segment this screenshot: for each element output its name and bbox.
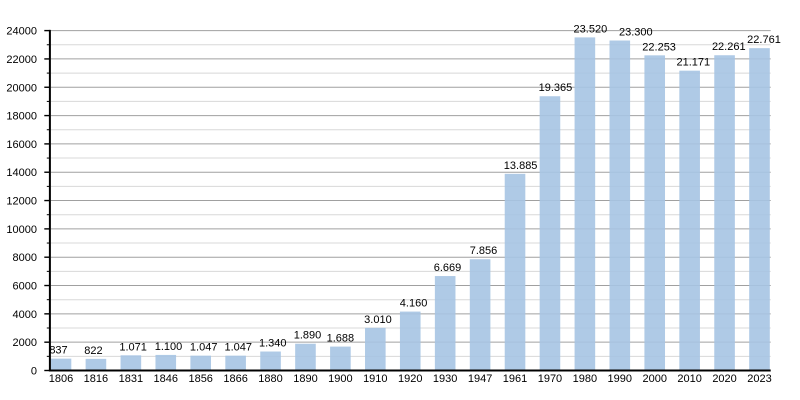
svg-text:6000: 6000	[13, 281, 37, 293]
svg-text:22.261: 22.261	[712, 41, 746, 53]
svg-text:1880: 1880	[258, 373, 282, 385]
svg-text:1.688: 1.688	[327, 333, 355, 345]
svg-text:21.171: 21.171	[677, 57, 711, 69]
svg-text:1.890: 1.890	[294, 330, 322, 342]
svg-text:3.010: 3.010	[364, 314, 392, 326]
svg-text:18000: 18000	[6, 111, 37, 123]
svg-text:1910: 1910	[363, 373, 387, 385]
svg-text:23.520: 23.520	[574, 23, 608, 35]
svg-text:1890: 1890	[293, 373, 317, 385]
svg-text:1961: 1961	[503, 373, 527, 385]
svg-text:2023: 2023	[747, 373, 771, 385]
svg-text:837: 837	[49, 345, 67, 357]
svg-text:2010: 2010	[677, 373, 701, 385]
svg-text:4.160: 4.160	[400, 298, 428, 310]
svg-text:1846: 1846	[154, 373, 178, 385]
svg-text:1806: 1806	[49, 373, 73, 385]
svg-text:22000: 22000	[6, 54, 37, 66]
svg-text:1970: 1970	[538, 373, 562, 385]
svg-text:19.365: 19.365	[539, 82, 573, 94]
svg-text:14000: 14000	[6, 167, 37, 179]
svg-text:1.340: 1.340	[259, 338, 287, 350]
svg-text:1990: 1990	[608, 373, 632, 385]
svg-text:2000: 2000	[642, 373, 666, 385]
svg-text:2020: 2020	[712, 373, 736, 385]
svg-text:1816: 1816	[84, 373, 108, 385]
svg-text:13.885: 13.885	[504, 160, 538, 172]
svg-text:1.100: 1.100	[155, 341, 183, 353]
svg-text:4000: 4000	[13, 309, 37, 321]
svg-text:1900: 1900	[328, 373, 352, 385]
svg-text:1.047: 1.047	[190, 342, 218, 354]
svg-text:22.761: 22.761	[747, 34, 781, 46]
svg-text:1.071: 1.071	[119, 341, 147, 353]
svg-text:1947: 1947	[468, 373, 492, 385]
svg-text:1866: 1866	[223, 373, 247, 385]
svg-text:12000: 12000	[6, 196, 37, 208]
svg-text:7.856: 7.856	[470, 245, 498, 257]
svg-text:6.669: 6.669	[434, 262, 462, 274]
svg-text:8000: 8000	[13, 252, 37, 264]
svg-text:20000: 20000	[6, 82, 37, 94]
svg-text:10000: 10000	[6, 224, 37, 236]
svg-text:1831: 1831	[119, 373, 143, 385]
svg-text:1856: 1856	[188, 373, 212, 385]
svg-text:0: 0	[31, 366, 37, 378]
svg-text:1920: 1920	[398, 373, 422, 385]
svg-text:1930: 1930	[433, 373, 457, 385]
svg-text:2000: 2000	[13, 337, 37, 349]
svg-text:22.253: 22.253	[642, 41, 676, 53]
svg-text:23.300: 23.300	[619, 27, 653, 39]
svg-text:1980: 1980	[573, 373, 597, 385]
svg-text:16000: 16000	[6, 139, 37, 151]
svg-text:822: 822	[84, 345, 102, 357]
svg-text:24000: 24000	[6, 26, 37, 38]
svg-text:1.047: 1.047	[224, 342, 252, 354]
